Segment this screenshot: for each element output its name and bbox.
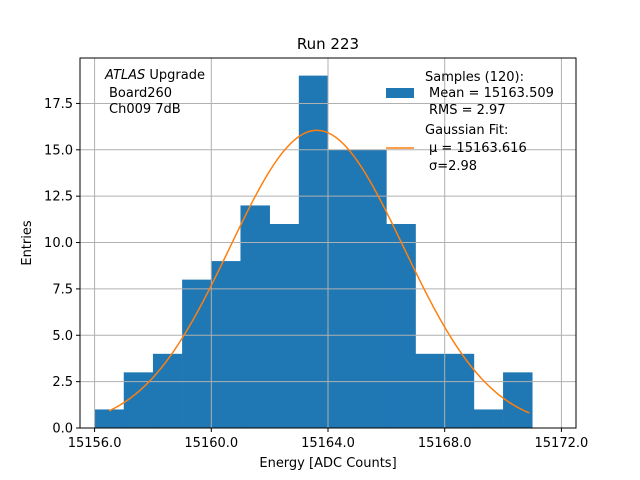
legend-samples-line-1: Samples (120):: [425, 70, 524, 85]
histogram-bar: [503, 372, 533, 428]
x-tick-label: 15172.0: [535, 436, 589, 451]
x-tick-label: 15168.0: [418, 436, 472, 451]
y-tick-label: 17.5: [44, 97, 73, 112]
atlas-annotation: ATLAS Upgrade Board260 Ch009 7dB: [104, 68, 205, 117]
histogram-bar: [444, 353, 475, 428]
gaussian-fit: [108, 129, 530, 414]
y-tick-label: 7.5: [52, 282, 73, 297]
gaussian-fit-curve: [108, 129, 530, 414]
legend-samples-swatch: [386, 88, 414, 98]
annotation-line-1: ATLAS Upgrade: [104, 68, 205, 83]
x-tick-label: 15160.0: [184, 436, 238, 451]
y-tick-label: 5.0: [52, 329, 73, 344]
x-tick-label: 15164.0: [301, 436, 355, 451]
histogram-bar: [152, 353, 183, 428]
histogram-bar: [386, 223, 416, 428]
legend-fit-line-1: Gaussian Fit:: [425, 123, 508, 138]
legend-samples-line-3: RMS = 2.97: [429, 103, 506, 118]
y-tick-label: 2.5: [52, 375, 73, 390]
annotation-line-2: Board260: [109, 86, 172, 101]
axis-ticks: 15156.0 15160.0 15164.0 15168.0 15172.0 0.0 2.…: [44, 97, 588, 451]
histogram-bar: [182, 279, 212, 428]
legend-samples-line-2: Mean = 15163.509: [429, 86, 554, 101]
legend: Samples (120): Mean = 15163.509 RMS = 2.…: [386, 70, 554, 174]
histogram-bar: [298, 75, 329, 428]
histogram-bar: [211, 261, 241, 428]
histogram-bar: [415, 353, 446, 428]
y-tick-label: 15.0: [44, 143, 73, 158]
x-axis-label: Energy [ADC Counts]: [259, 456, 396, 471]
legend-fit-line-3: σ=2.98: [429, 159, 477, 174]
x-tick-label: 15156.0: [68, 436, 122, 451]
annotation-line-3: Ch009 7dB: [109, 102, 181, 117]
y-tick-label: 10.0: [44, 236, 73, 251]
chart-title: Run 223: [297, 35, 359, 53]
y-tick-label: 0.0: [52, 422, 73, 437]
histogram-bar: [94, 409, 125, 428]
legend-fit-line-2: μ = 15163.616: [429, 141, 527, 156]
y-axis-label: Entries: [20, 220, 35, 266]
histogram-bar: [240, 205, 270, 428]
histogram-bar: [269, 223, 300, 428]
y-tick-label: 12.5: [44, 190, 73, 205]
histogram-bar: [473, 409, 504, 428]
